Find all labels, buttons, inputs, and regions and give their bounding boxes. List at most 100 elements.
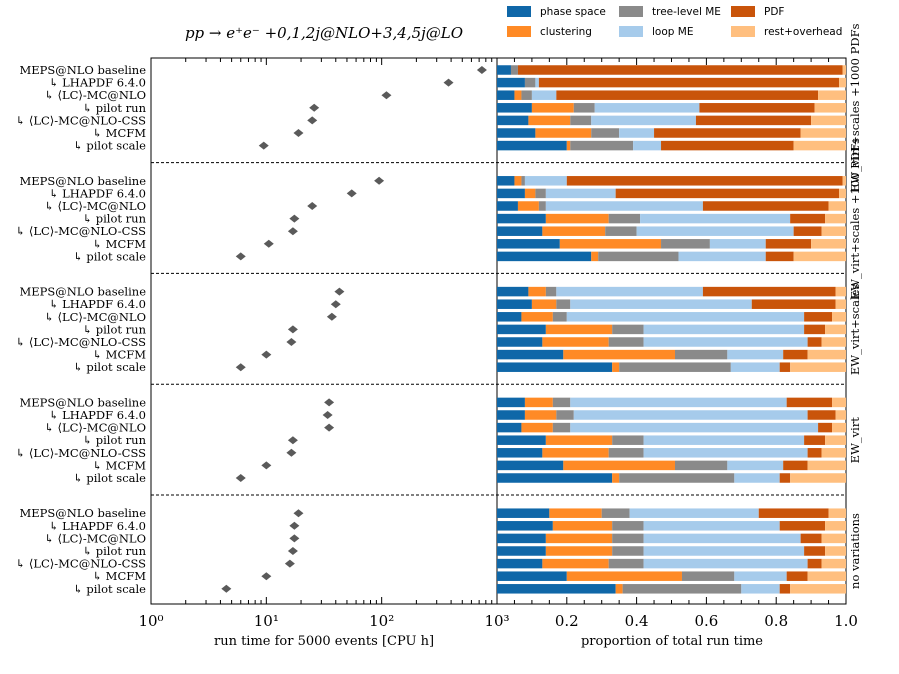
bar-segment bbox=[619, 128, 655, 138]
runtime-point bbox=[309, 103, 320, 112]
bar-segment bbox=[633, 140, 662, 151]
group-label: no variations bbox=[848, 513, 862, 589]
row-label: ↳ pilot scale bbox=[73, 139, 146, 153]
bar-segment bbox=[751, 299, 836, 309]
bar-segment bbox=[524, 397, 553, 408]
left-plot-frame bbox=[150, 57, 498, 605]
bar-segment bbox=[818, 422, 833, 433]
bar-segment bbox=[591, 128, 620, 138]
legend-label: phase space bbox=[540, 6, 606, 18]
group-label: EW_virt+scales +1000 PDFs bbox=[848, 23, 862, 192]
bar-segment bbox=[497, 473, 613, 483]
right-tick-label: 0.2 bbox=[555, 612, 579, 630]
bar-segment bbox=[790, 213, 826, 224]
bar-segment bbox=[497, 410, 525, 420]
runtime-point bbox=[293, 509, 304, 518]
row-label: ↳ MCFM bbox=[92, 569, 146, 583]
bar-segment bbox=[601, 508, 630, 518]
bar-segment bbox=[542, 337, 609, 347]
bar-segment bbox=[828, 201, 846, 211]
bar-segment bbox=[793, 140, 846, 151]
bar-segment bbox=[800, 128, 846, 138]
bar-segment bbox=[702, 201, 829, 211]
bar-segment bbox=[566, 312, 805, 322]
bar-segment bbox=[497, 337, 543, 347]
bar-segment bbox=[524, 188, 536, 199]
bar-segment bbox=[497, 201, 518, 211]
bar-segment bbox=[825, 546, 846, 556]
bar-segment bbox=[497, 362, 613, 372]
bar-segment bbox=[497, 188, 525, 199]
bar-segment bbox=[497, 533, 546, 544]
bar-segment bbox=[839, 188, 846, 199]
bar-segment bbox=[612, 533, 644, 544]
bar-segment bbox=[566, 176, 843, 186]
bar-segment bbox=[556, 90, 819, 100]
runtime-point bbox=[286, 338, 297, 346]
bar-segment bbox=[521, 312, 553, 322]
row-label: ↳ ⟨LC⟩-MC@NLO bbox=[44, 199, 146, 213]
bar-segment bbox=[681, 571, 735, 581]
bar-segment bbox=[517, 201, 539, 211]
row-label: ↳ ⟨LC⟩-MC@NLO bbox=[44, 421, 146, 435]
legend-swatch bbox=[731, 26, 755, 37]
legend-label: clustering bbox=[540, 26, 592, 38]
bar-segment bbox=[640, 213, 791, 224]
bar-segment bbox=[835, 286, 846, 297]
bar-segment bbox=[832, 397, 846, 408]
row-label: MEPS@NLO baseline bbox=[19, 395, 146, 409]
bar-segment bbox=[497, 239, 560, 249]
bar-segment bbox=[542, 448, 609, 458]
bar-segment bbox=[524, 77, 536, 88]
bar-segment bbox=[570, 299, 752, 309]
bar-segment bbox=[779, 521, 826, 531]
row-label: ↳ LHAPDF 6.4.0 bbox=[49, 76, 146, 90]
bar-segment bbox=[779, 584, 791, 594]
bar-segment bbox=[497, 435, 546, 445]
bar-segment bbox=[545, 324, 613, 335]
legend-label: PDF bbox=[764, 6, 784, 18]
bar-segment bbox=[497, 140, 567, 151]
bar-segment bbox=[702, 286, 836, 297]
bar-segment bbox=[825, 324, 846, 335]
runtime-point bbox=[289, 521, 300, 530]
row-label: ↳ pilot run bbox=[82, 544, 146, 558]
runtime-point bbox=[235, 252, 246, 261]
bar-segment bbox=[821, 533, 846, 544]
bar-segment bbox=[552, 521, 613, 531]
row-label: ↳ ⟨LC⟩-MC@NLO-CSS bbox=[16, 224, 147, 238]
bar-segment bbox=[497, 65, 511, 75]
bar-segment bbox=[497, 324, 546, 335]
bar-segment bbox=[566, 140, 571, 151]
row-label: ↳ ⟨LC⟩-MC@NLO-CSS bbox=[16, 446, 147, 460]
bar-segment bbox=[661, 140, 794, 151]
bar-segment bbox=[804, 312, 833, 322]
left-tick-label: 10³ bbox=[484, 612, 509, 630]
runtime-point bbox=[235, 363, 246, 372]
bar-segment bbox=[497, 422, 522, 433]
bar-segment bbox=[674, 349, 728, 360]
bar-segment bbox=[619, 473, 735, 483]
runtime-point bbox=[287, 325, 298, 334]
bar-segment bbox=[783, 349, 808, 360]
bar-segment bbox=[545, 546, 613, 556]
bar-segment bbox=[811, 239, 846, 249]
row-label: MEPS@NLO baseline bbox=[19, 174, 146, 188]
bar-segment bbox=[545, 188, 616, 199]
bar-segment bbox=[699, 103, 815, 113]
row-label: ↳ MCFM bbox=[92, 458, 146, 472]
left-tick-label: 10⁰ bbox=[138, 612, 163, 630]
bar-segment bbox=[528, 286, 546, 297]
bar-segment bbox=[779, 362, 791, 372]
row-label: MEPS@NLO baseline bbox=[19, 506, 146, 520]
legend-swatch bbox=[731, 6, 755, 17]
bar-segment bbox=[674, 460, 728, 471]
bar-segment bbox=[521, 90, 532, 100]
bar-segment bbox=[811, 115, 846, 126]
bar-segment bbox=[608, 213, 641, 224]
runtime-point bbox=[287, 547, 298, 555]
bar-segment bbox=[678, 251, 766, 262]
row-label: ↳ ⟨LC⟩-MC@NLO-CSS bbox=[16, 113, 147, 127]
bar-segment bbox=[570, 422, 819, 433]
left-x-axis-label: run time for 5000 events [CPU h] bbox=[214, 634, 434, 649]
